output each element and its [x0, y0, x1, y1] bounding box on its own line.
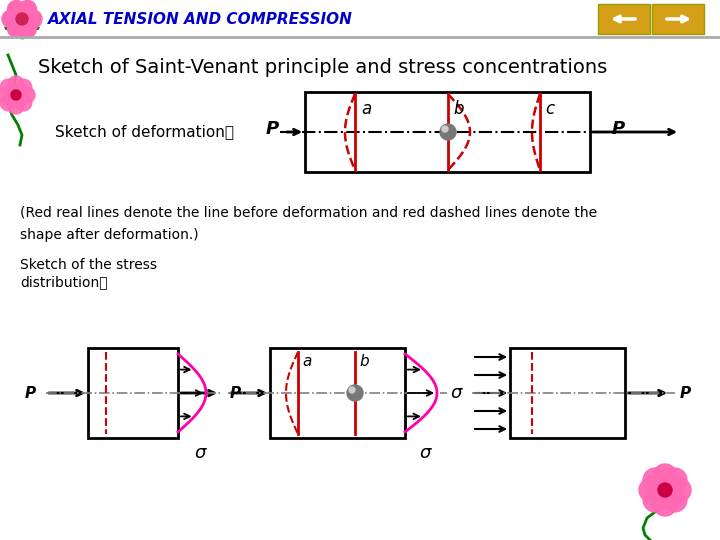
- Circle shape: [7, 1, 25, 18]
- Text: a: a: [302, 354, 311, 369]
- Circle shape: [19, 87, 35, 103]
- Text: c: c: [545, 100, 554, 118]
- Circle shape: [667, 478, 691, 502]
- Text: distribution：: distribution：: [20, 275, 107, 289]
- Circle shape: [19, 19, 37, 37]
- Text: P: P: [680, 386, 691, 401]
- Circle shape: [663, 488, 687, 512]
- Text: shape after deformation.): shape after deformation.): [20, 228, 199, 242]
- Circle shape: [19, 1, 37, 18]
- Text: a: a: [361, 100, 372, 118]
- Text: Sketch of Saint-Venant principle and stress concentrations: Sketch of Saint-Venant principle and str…: [38, 58, 607, 77]
- Circle shape: [16, 95, 32, 111]
- Circle shape: [349, 387, 355, 393]
- Circle shape: [2, 10, 20, 28]
- Text: AXIAL TENSION AND COMPRESSION: AXIAL TENSION AND COMPRESSION: [48, 12, 353, 28]
- Circle shape: [639, 478, 663, 502]
- Text: P: P: [25, 386, 36, 401]
- Bar: [652, 4, 704, 34]
- Circle shape: [653, 464, 677, 488]
- Circle shape: [8, 98, 24, 114]
- Bar: [510, 348, 625, 438]
- Circle shape: [440, 124, 456, 140]
- Bar: [88, 348, 178, 438]
- Circle shape: [0, 79, 17, 95]
- Circle shape: [24, 10, 42, 28]
- Text: b: b: [359, 354, 369, 369]
- Circle shape: [0, 95, 17, 111]
- Circle shape: [16, 79, 32, 95]
- Circle shape: [11, 90, 21, 100]
- Text: P: P: [230, 386, 241, 401]
- Circle shape: [442, 126, 448, 132]
- Circle shape: [16, 13, 28, 25]
- Circle shape: [0, 87, 13, 103]
- Circle shape: [658, 483, 672, 497]
- Text: P: P: [266, 120, 279, 138]
- Circle shape: [643, 488, 667, 512]
- Text: σ: σ: [194, 444, 206, 462]
- Text: P: P: [611, 120, 625, 138]
- Bar: [305, 92, 590, 172]
- Text: Sketch of the stress: Sketch of the stress: [20, 258, 157, 272]
- Circle shape: [653, 492, 677, 516]
- Text: σ: σ: [451, 384, 462, 402]
- Circle shape: [7, 19, 25, 37]
- Bar: [270, 348, 405, 438]
- Circle shape: [643, 468, 667, 492]
- Circle shape: [663, 468, 687, 492]
- Circle shape: [8, 76, 24, 92]
- Bar: [598, 4, 650, 34]
- Text: Sketch of deformation：: Sketch of deformation：: [55, 125, 234, 139]
- Text: σ: σ: [419, 444, 431, 462]
- Circle shape: [347, 385, 363, 401]
- Text: b: b: [453, 100, 464, 118]
- Text: (Red real lines denote the line before deformation and red dashed lines denote t: (Red real lines denote the line before d…: [20, 205, 597, 219]
